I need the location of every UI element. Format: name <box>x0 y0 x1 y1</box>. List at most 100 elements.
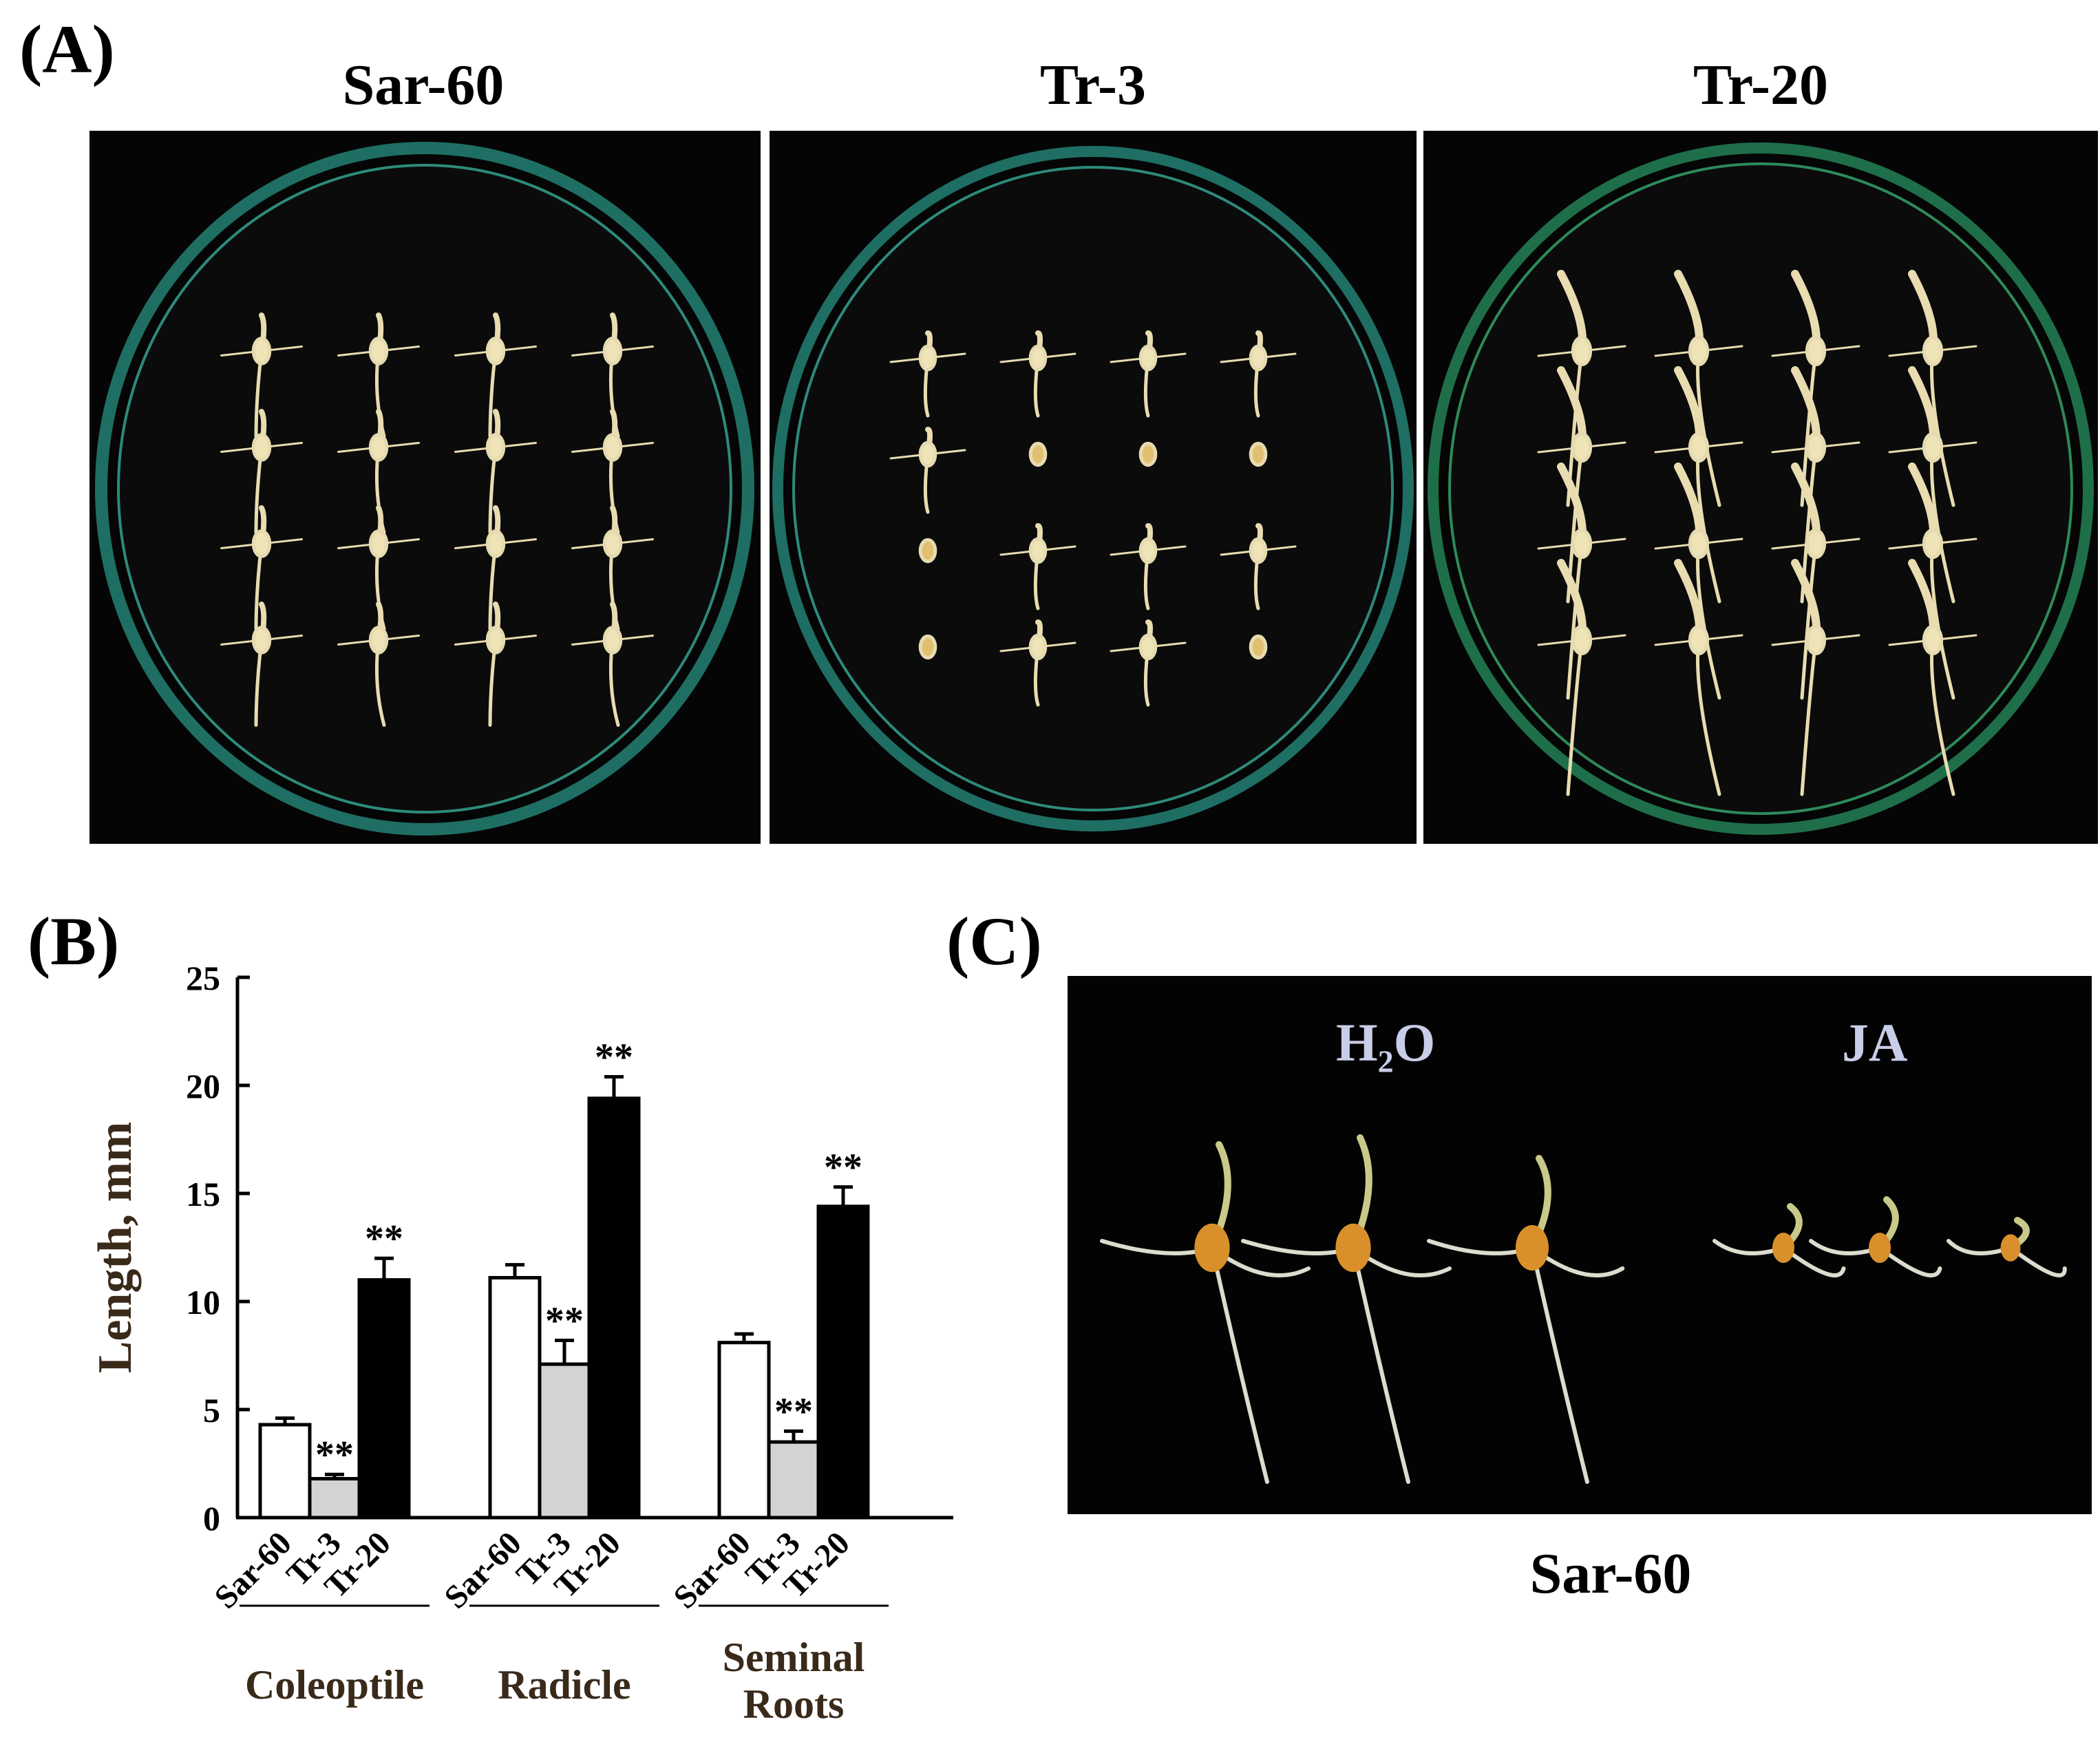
seedling-part <box>1781 1246 1846 1277</box>
seed <box>485 626 506 655</box>
seed <box>602 337 623 365</box>
significance-marker: ** <box>365 1218 403 1260</box>
petri-dish-photo-tr20 <box>1423 131 2098 844</box>
y-tick-label: 5 <box>203 1391 220 1430</box>
y-tick-label: 20 <box>186 1067 220 1105</box>
significance-marker: ** <box>824 1147 862 1189</box>
y-tick-label: 15 <box>186 1175 220 1213</box>
panel-a-letter: (A) <box>19 11 115 87</box>
bar-tr20-radicle <box>587 1096 641 1520</box>
significance-marker: ** <box>595 1036 633 1079</box>
seed <box>1805 432 1827 463</box>
y-tick-label: 10 <box>186 1283 220 1321</box>
group-label: Radicle <box>498 1662 630 1708</box>
seedlings-c-drawing <box>1100 1134 2067 1484</box>
seed <box>1922 432 1944 463</box>
h2o-subscript: 2 <box>1377 1043 1394 1079</box>
seed <box>1922 624 1944 656</box>
bar-sar60-seminal-roots <box>717 1341 771 1520</box>
seed <box>1335 1223 1371 1273</box>
seed <box>602 626 623 655</box>
seed <box>1249 634 1268 660</box>
seedling-part <box>1530 1246 1589 1484</box>
seed <box>1571 432 1593 463</box>
plate-title-tr20: Tr-20 <box>1693 53 1828 117</box>
petri-dish-tr20 <box>1428 142 2094 835</box>
seed <box>1138 633 1158 661</box>
bar-tr3-coleoptile <box>308 1476 361 1520</box>
seed <box>251 626 272 655</box>
seed <box>368 529 389 558</box>
treatment-label-ja: JA <box>1842 1012 1908 1072</box>
seed <box>918 440 937 468</box>
panel-b-letter: (B) <box>28 903 120 979</box>
seed <box>1249 537 1268 564</box>
seed <box>485 337 506 365</box>
bar-tr3-radicle <box>538 1362 591 1520</box>
seed <box>1138 344 1158 372</box>
seed <box>602 433 623 462</box>
seedling-part <box>1878 1246 1942 1277</box>
bar-tr20-seminal-roots <box>816 1204 870 1520</box>
seedling-part <box>2008 1246 2067 1277</box>
seed <box>1028 344 1048 372</box>
plate-title-sar60: Sar-60 <box>342 53 505 117</box>
y-tick-label: 0 <box>203 1499 220 1538</box>
seed <box>251 529 272 558</box>
bar-tr20-coleoptile <box>357 1278 411 1520</box>
petri-dish-tr3 <box>772 146 1414 831</box>
seed <box>1028 441 1048 467</box>
seed <box>1138 441 1158 467</box>
seed <box>918 538 937 564</box>
y-axis-label: Length, mm <box>89 1122 142 1374</box>
seedling-photo-panel-c: H2O JA <box>1068 976 2092 1514</box>
h2o-h: H <box>1336 1012 1378 1072</box>
seed <box>368 626 389 655</box>
bar-sar60-radicle <box>488 1275 542 1520</box>
seed <box>1028 537 1048 564</box>
petri-dish-photo-tr3 <box>770 131 1417 844</box>
bar-sar60-coleoptile <box>258 1423 312 1520</box>
seed <box>1571 335 1593 367</box>
significance-marker: ** <box>315 1434 354 1476</box>
seed <box>251 433 272 462</box>
group-label: Seminal <box>723 1635 865 1680</box>
seed <box>1571 528 1593 560</box>
seed <box>1249 344 1268 372</box>
seed <box>1772 1233 1794 1263</box>
significance-marker: ** <box>774 1390 813 1433</box>
group-label: Coleoptile <box>245 1662 424 1708</box>
seed <box>1688 624 1710 656</box>
seed <box>1249 441 1268 467</box>
seed <box>1805 335 1827 367</box>
plate-title-tr3: Tr-3 <box>1040 53 1146 117</box>
seed <box>918 344 937 372</box>
h2o-o: O <box>1393 1012 1436 1072</box>
seed <box>1194 1223 1230 1273</box>
seed <box>368 433 389 462</box>
seed <box>1922 335 1944 367</box>
bar-tr3-seminal-roots <box>767 1440 820 1520</box>
seed <box>1805 624 1827 656</box>
group-label: Roots <box>743 1681 845 1727</box>
seed <box>2000 1234 2021 1262</box>
seed <box>1516 1225 1549 1271</box>
seed <box>602 529 623 558</box>
panel-c-caption: Sar-60 <box>1529 1542 1692 1606</box>
seed <box>1688 528 1710 560</box>
significance-marker: ** <box>545 1300 584 1343</box>
seed <box>1922 528 1944 560</box>
seed <box>1805 528 1827 560</box>
y-tick-label: 25 <box>186 959 220 997</box>
seed <box>485 529 506 558</box>
seed <box>1571 624 1593 656</box>
seed <box>1688 335 1710 367</box>
petri-dish-photo-sar60 <box>89 131 761 844</box>
petri-dish-sar60 <box>95 142 754 836</box>
treatment-label-h2o: H2O <box>1336 1016 1435 1078</box>
seedling-part <box>1351 1246 1410 1484</box>
seed <box>1688 432 1710 463</box>
seedling-part <box>1210 1246 1269 1484</box>
seed <box>368 337 389 365</box>
